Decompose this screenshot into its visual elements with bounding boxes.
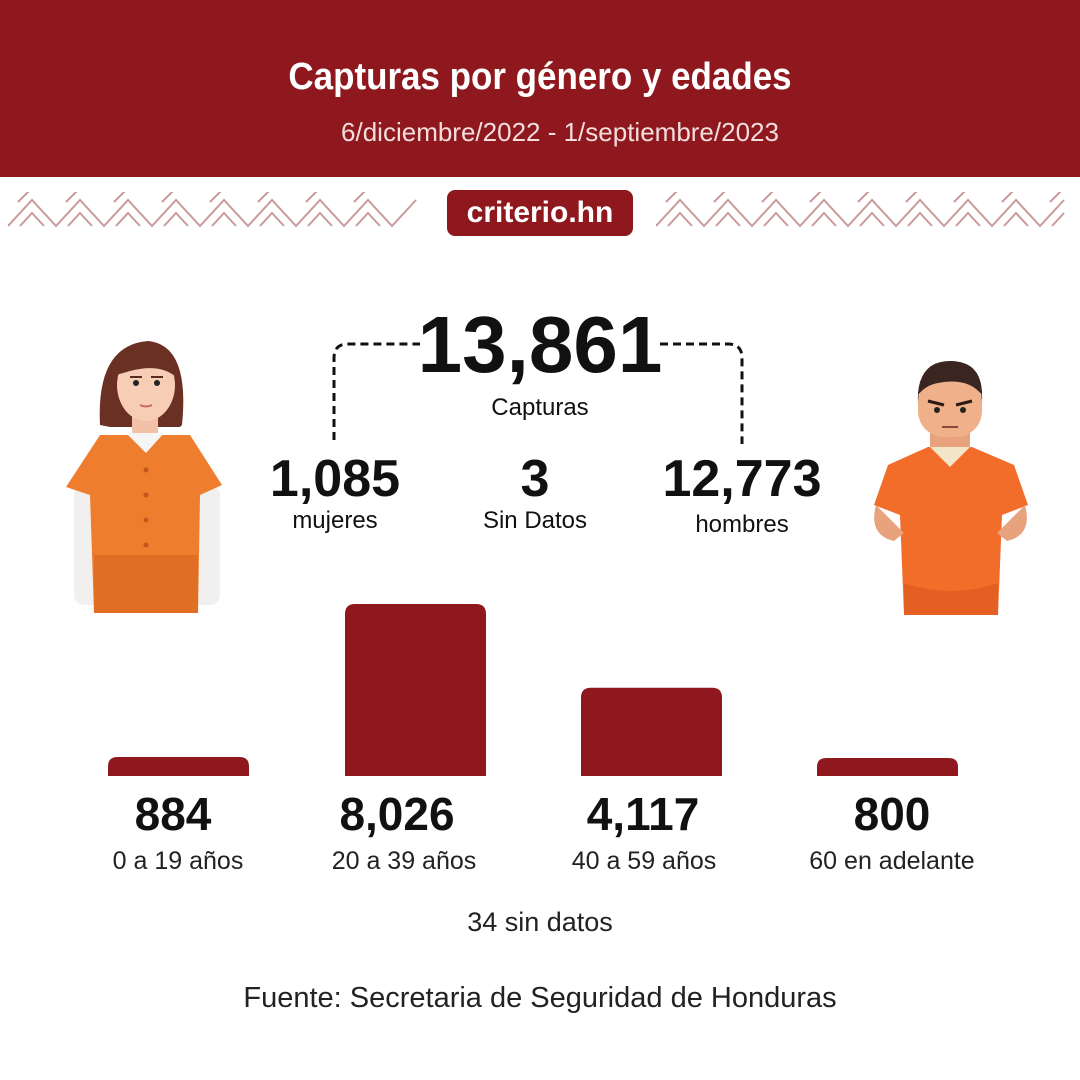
bar-value-label: 4,117	[586, 788, 700, 840]
bar-2	[345, 604, 486, 776]
total-captures-value: 13,861	[417, 300, 663, 389]
bar-category-label: 60 en adelante	[809, 847, 975, 875]
men-value: 12,773	[662, 450, 822, 508]
left-zigzag-pattern	[8, 192, 417, 228]
age-bar-chart	[108, 604, 958, 776]
women-value: 1,085	[269, 450, 401, 508]
brand-badge: criterio.hn	[447, 190, 633, 236]
total-captures-label: Capturas	[491, 394, 589, 421]
unknown-gender-label: Sin Datos	[482, 507, 588, 534]
women-label: mujeres	[292, 507, 378, 534]
bar-value-label: 884	[134, 788, 212, 840]
bar-category-label: 40 a 59 años	[571, 847, 717, 875]
woman-inmate-icon	[66, 341, 222, 613]
bar-value-label: 800	[853, 788, 931, 840]
man-inmate-icon	[874, 361, 1028, 615]
bar-category-label: 20 a 39 años	[331, 847, 477, 875]
bar-3	[581, 687, 722, 776]
bar-4	[817, 758, 958, 776]
header-banner	[0, 0, 1080, 177]
total-bracket-connector	[332, 342, 744, 444]
age-no-data-note: 34 sin datos	[467, 907, 613, 937]
page-title: Capturas por género y edades	[288, 56, 792, 98]
bar-category-label: 0 a 19 años	[112, 847, 244, 875]
date-range: 6/diciembre/2022 - 1/septiembre/2023	[341, 117, 779, 147]
bar-1	[108, 757, 249, 776]
men-label: hombres	[695, 511, 789, 538]
right-zigzag-pattern	[656, 192, 1065, 228]
bar-value-label: 8,026	[339, 788, 455, 840]
unknown-gender-value: 3	[520, 450, 550, 508]
source-credit: Fuente: Secretaria de Seguridad de Hondu…	[243, 982, 837, 1014]
